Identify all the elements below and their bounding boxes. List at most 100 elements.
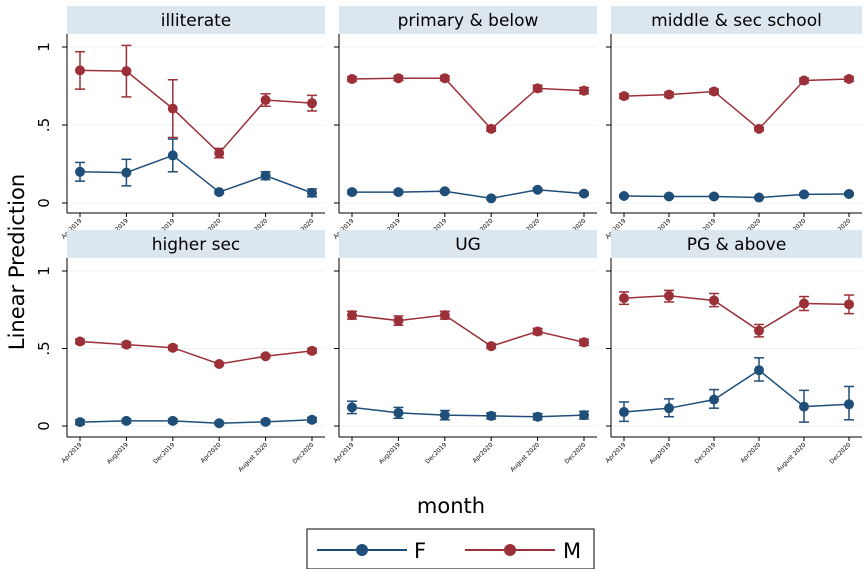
data-point-F xyxy=(754,192,764,203)
panel-title: illiterate xyxy=(161,11,232,31)
data-point-M xyxy=(75,65,85,76)
data-point-M xyxy=(844,299,854,310)
data-point-M xyxy=(260,95,271,106)
data-point-F xyxy=(167,415,178,426)
y-tick-label: 0 xyxy=(35,198,53,208)
legend: F M xyxy=(306,528,595,569)
x-tick-label: Dec2019 xyxy=(152,441,176,465)
x-tick-label: Apr2019 xyxy=(604,441,627,464)
data-point-M xyxy=(579,337,589,348)
data-point-F xyxy=(75,417,85,428)
panel-title: UG xyxy=(455,235,481,255)
data-point-M xyxy=(167,342,178,353)
data-point-M xyxy=(347,310,357,321)
data-point-F xyxy=(664,191,674,202)
data-point-M xyxy=(439,73,450,84)
data-point-M xyxy=(532,326,543,337)
data-point-F xyxy=(307,414,317,425)
data-point-F xyxy=(75,166,85,177)
data-point-M xyxy=(75,336,85,347)
data-point-F xyxy=(347,187,357,198)
x-tick-label: Dec2019 xyxy=(424,441,448,465)
data-point-F xyxy=(307,187,317,198)
panel-6: PG & above Apr2019 Aug2019 Dec2019 Apr2020 Au… xyxy=(604,230,862,473)
legend-marker-M xyxy=(504,544,516,556)
series-line-F xyxy=(623,193,850,199)
data-point-M xyxy=(214,359,225,369)
y-tick-label: 1 xyxy=(35,42,53,52)
data-point-F xyxy=(486,410,497,421)
x-tick-label: Aug2019 xyxy=(378,441,402,465)
data-point-F xyxy=(619,407,629,418)
panel-header xyxy=(67,230,325,258)
panel-header xyxy=(339,6,597,34)
x-tick-label: Aug2019 xyxy=(648,441,672,465)
y-tick-label: .5 xyxy=(35,118,53,132)
y-tick-label: 1 xyxy=(35,266,53,276)
series-line-M xyxy=(623,295,850,332)
data-point-M xyxy=(579,85,589,96)
panel-5: UG Apr2019 Aug2019 Dec2019 Apr2020 August 202… xyxy=(332,230,597,473)
x-tick-label: Dec2020 xyxy=(828,441,852,465)
x-axis-title: month xyxy=(417,494,485,518)
x-tick-label: Dec2020 xyxy=(563,441,587,465)
panel-4: higher sec 0 .5 1 Apr2019 Aug2019 Dec2019 Apr20… xyxy=(35,230,325,473)
series-line-F xyxy=(623,369,850,413)
data-point-M xyxy=(754,325,764,336)
data-point-M xyxy=(844,73,854,84)
data-point-M xyxy=(532,83,543,94)
series-line-F xyxy=(351,406,585,418)
data-point-F xyxy=(579,410,589,421)
series-line-F xyxy=(352,188,585,200)
data-point-M xyxy=(486,341,497,352)
data-point-F xyxy=(799,189,809,200)
data-point-F xyxy=(260,170,271,181)
y-tick-label: 0 xyxy=(35,421,53,431)
series-line-F xyxy=(79,154,313,194)
y-tick-label: .5 xyxy=(35,341,53,355)
data-point-F xyxy=(439,410,450,421)
data-point-F xyxy=(579,188,589,199)
series-line-M xyxy=(351,77,585,130)
panel-title: higher sec xyxy=(152,235,241,255)
data-point-M xyxy=(799,298,809,309)
panel-header xyxy=(611,6,862,34)
data-point-M xyxy=(709,295,719,306)
panels-group: illiterate 0 .5 1 Apr2019 Aug2019 Dec2019 Apr20… xyxy=(35,6,862,473)
data-point-F xyxy=(121,415,132,426)
data-point-F xyxy=(121,167,132,178)
data-point-M xyxy=(486,123,497,134)
series-line-M xyxy=(623,78,850,130)
x-tick-label: August 2020 xyxy=(237,441,269,473)
data-point-M xyxy=(347,73,357,84)
data-point-F xyxy=(214,187,225,198)
data-point-M xyxy=(664,89,674,100)
x-tick-label: Apr2019 xyxy=(60,441,83,464)
data-point-F xyxy=(214,418,225,429)
data-point-F xyxy=(709,191,719,202)
series-line-M xyxy=(351,314,585,347)
data-point-M xyxy=(393,315,404,326)
data-point-F xyxy=(844,188,854,199)
data-point-F xyxy=(799,401,809,412)
data-point-F xyxy=(532,411,543,422)
data-point-M xyxy=(799,75,809,86)
data-point-F xyxy=(393,187,404,198)
data-point-F xyxy=(347,402,357,413)
data-point-M xyxy=(307,345,317,356)
x-tick-label: Apr2020 xyxy=(739,441,762,464)
y-axis-title: Linear Prediction xyxy=(5,174,29,350)
panel-header xyxy=(339,230,597,258)
data-point-F xyxy=(393,407,404,418)
panel-title: middle & sec school xyxy=(651,11,822,31)
data-point-M xyxy=(121,339,132,350)
x-tick-label: Aug2019 xyxy=(106,441,130,465)
data-point-M xyxy=(393,73,404,84)
panel-title: primary & below xyxy=(398,11,539,31)
panel-title: PG & above xyxy=(687,235,787,255)
x-tick-label: August 2020 xyxy=(509,441,541,473)
